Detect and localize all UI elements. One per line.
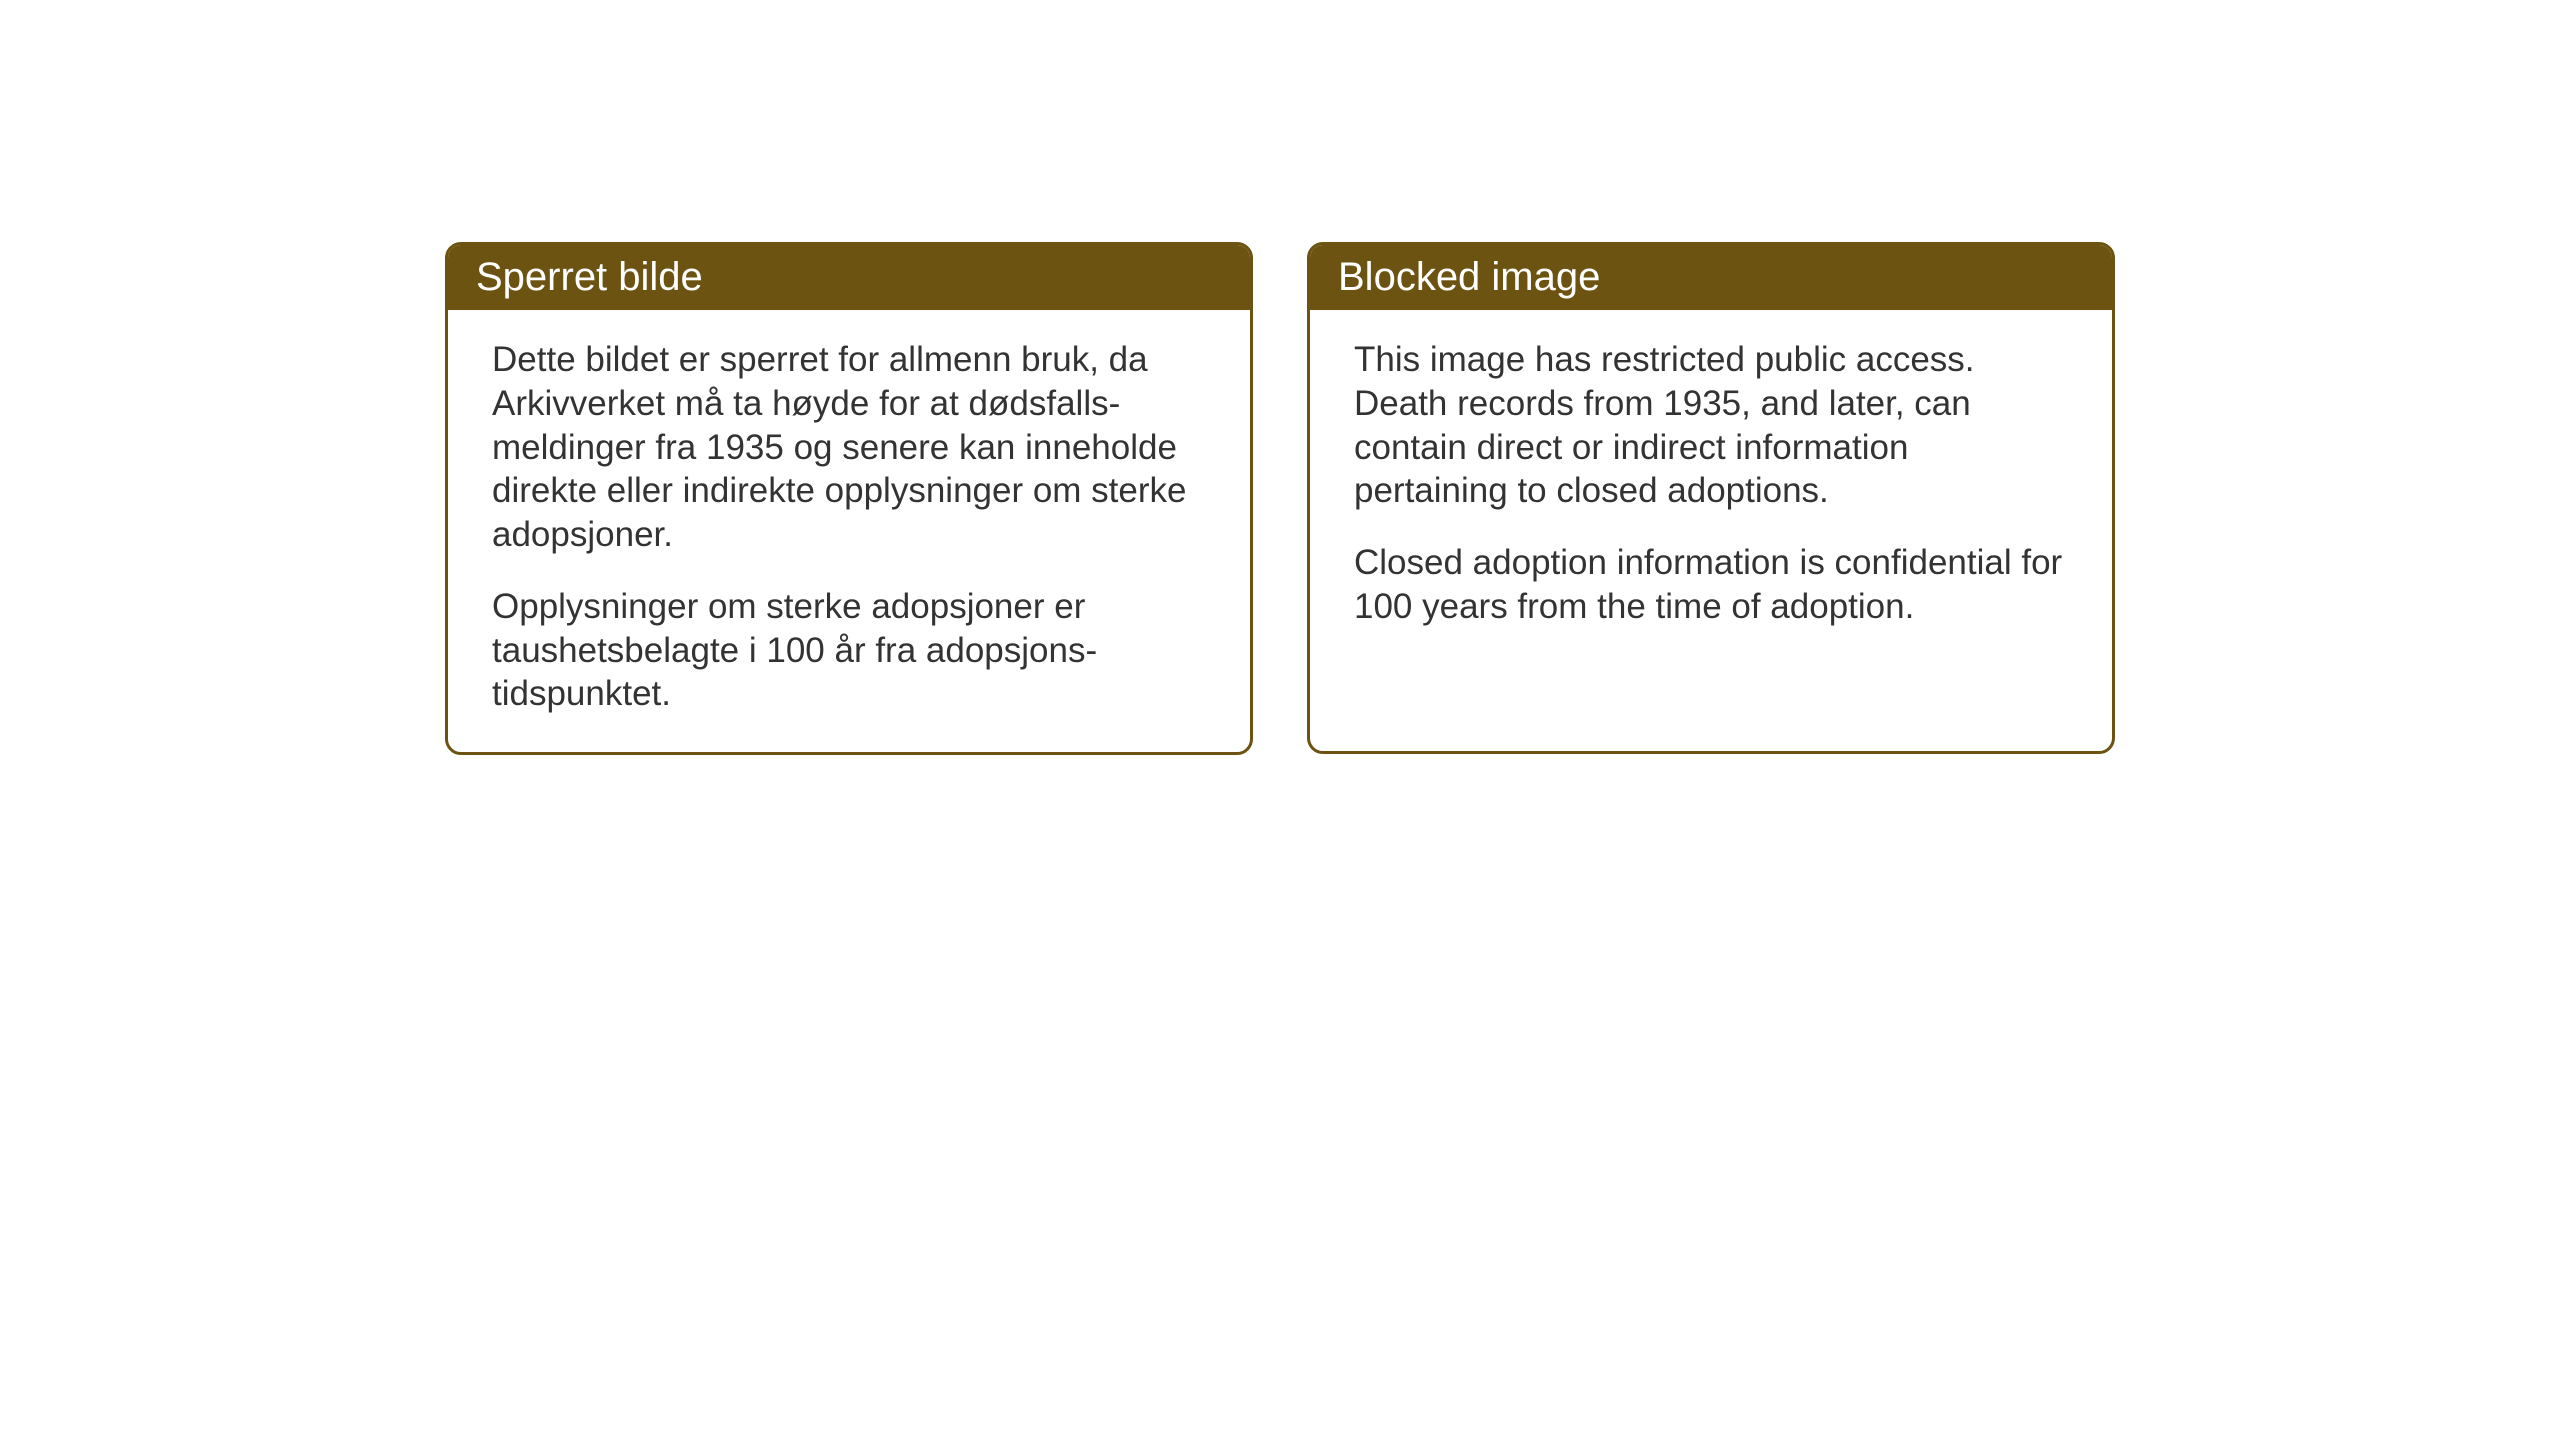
english-card-body: This image has restricted public access.…: [1310, 310, 2112, 665]
norwegian-card-title: Sperret bilde: [448, 245, 1250, 310]
notice-cards-container: Sperret bilde Dette bildet er sperret fo…: [445, 242, 2115, 755]
norwegian-paragraph-1: Dette bildet er sperret for allmenn bruk…: [492, 338, 1206, 557]
norwegian-notice-card: Sperret bilde Dette bildet er sperret fo…: [445, 242, 1253, 755]
norwegian-card-body: Dette bildet er sperret for allmenn bruk…: [448, 310, 1250, 752]
english-paragraph-1: This image has restricted public access.…: [1354, 338, 2068, 513]
english-notice-card: Blocked image This image has restricted …: [1307, 242, 2115, 754]
english-paragraph-2: Closed adoption information is confident…: [1354, 541, 2068, 629]
norwegian-paragraph-2: Opplysninger om sterke adopsjoner er tau…: [492, 585, 1206, 716]
english-card-title: Blocked image: [1310, 245, 2112, 310]
